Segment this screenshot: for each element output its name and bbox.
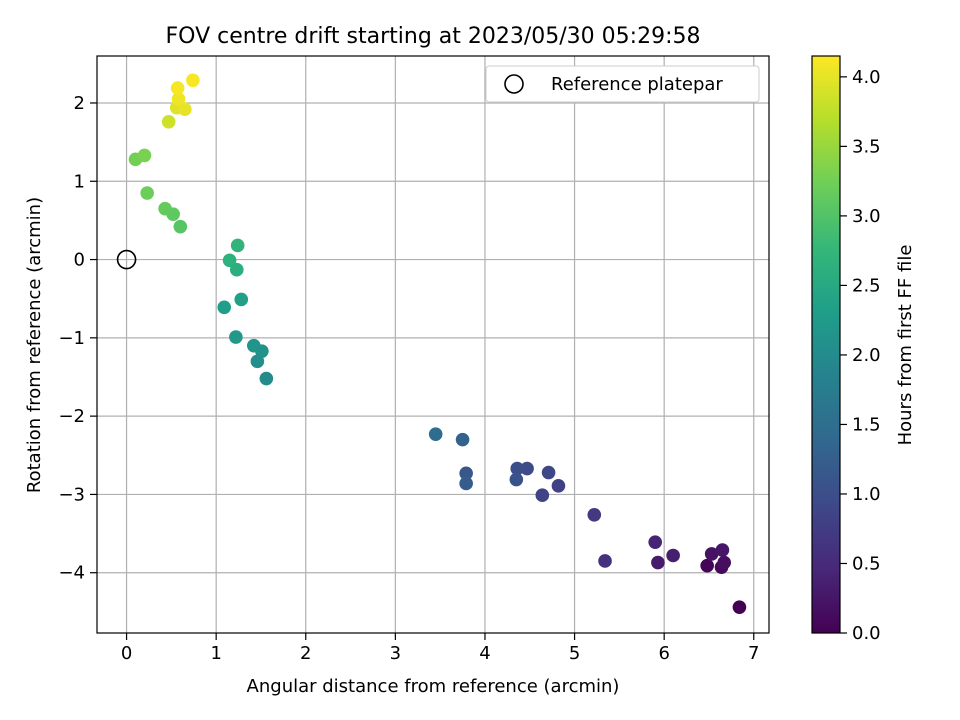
y-tick-label: −4 — [58, 563, 85, 584]
data-point — [186, 73, 200, 88]
data-point — [428, 427, 443, 441]
data-point — [137, 148, 152, 163]
colorbar-tick-label: 4.0 — [852, 67, 881, 88]
y-tick-label: −2 — [58, 406, 85, 427]
data-point — [247, 338, 261, 353]
colorbar-tick-label: 1.5 — [852, 414, 881, 435]
legend-box — [485, 65, 760, 103]
data-point — [229, 330, 243, 344]
colorbar-tick-label: 0.0 — [852, 623, 881, 644]
data-point — [651, 555, 665, 570]
data-point — [173, 219, 188, 234]
colorbar-tick-label: 0.5 — [852, 553, 881, 574]
x-tick-label: 4 — [479, 643, 490, 664]
legend: Reference platepar — [485, 65, 760, 103]
data-point — [230, 238, 245, 253]
data-point — [170, 81, 185, 95]
colorbar-tick-label: 1.0 — [852, 484, 881, 505]
data-point — [217, 300, 232, 315]
data-point — [732, 600, 747, 614]
x-tick-label: 1 — [210, 643, 221, 664]
data-point — [541, 465, 556, 480]
data-point — [171, 92, 186, 106]
data-point — [666, 548, 680, 563]
data-point — [535, 488, 550, 503]
x-tick-label: 7 — [748, 643, 759, 664]
grid-lines — [97, 56, 769, 633]
data-point — [715, 543, 730, 557]
x-axis-label: Angular distance from reference (arcmin) — [247, 676, 620, 697]
data-points — [128, 73, 747, 614]
x-tick-label: 5 — [569, 643, 580, 664]
y-tick-label: 2 — [74, 93, 85, 114]
x-tick-label: 6 — [658, 643, 669, 664]
x-tick-label: 3 — [390, 643, 401, 664]
x-tick-label: 2 — [300, 643, 311, 664]
colorbar: 0.0 0.5 1.0 1.5 2.0 2.5 3.0 3.5 4.0 Hours from f… — [811, 55, 916, 644]
data-point — [700, 558, 714, 573]
colorbar-ticks: 0.0 0.5 1.0 1.5 2.0 2.5 3.0 3.5 4.0 — [840, 67, 881, 644]
y-tick-label: 0 — [74, 250, 85, 271]
x-axis-ticks: 0 1 2 3 4 5 6 7 — [121, 633, 759, 664]
data-point — [520, 461, 534, 476]
data-point — [510, 461, 525, 476]
plot-area-frame — [96, 55, 770, 634]
data-point — [161, 114, 176, 129]
legend-label: Reference platepar — [551, 74, 723, 95]
data-point — [717, 555, 731, 570]
y-tick-label: 1 — [74, 171, 85, 192]
y-tick-label: −1 — [58, 328, 85, 349]
y-tick-label: −3 — [58, 484, 85, 505]
colorbar-tick-label: 3.0 — [852, 206, 881, 227]
data-point — [587, 507, 602, 522]
data-point — [158, 201, 172, 216]
colorbar-tick-label: 2.0 — [852, 345, 881, 366]
data-point — [459, 476, 473, 491]
data-point — [250, 354, 265, 369]
data-point — [459, 466, 473, 481]
data-point — [598, 554, 612, 568]
colorbar-gradient — [811, 55, 841, 634]
reference-platepar-marker — [116, 249, 137, 270]
y-axis-ticks: −4 −3 −2 −1 0 1 2 — [58, 93, 97, 584]
data-point — [222, 253, 237, 268]
colorbar-tick-label: 2.5 — [852, 275, 881, 296]
data-point — [140, 186, 154, 200]
colorbar-tick-label: 3.5 — [852, 136, 881, 157]
data-point — [704, 547, 719, 561]
data-point — [229, 262, 244, 277]
data-point — [455, 432, 470, 447]
data-point — [648, 535, 663, 549]
data-point — [234, 292, 249, 307]
y-axis-label: Rotation from reference (arcmin) — [24, 197, 45, 493]
data-point — [509, 472, 524, 487]
colorbar-label: Hours from first FF file — [895, 245, 916, 446]
data-point — [551, 479, 566, 493]
chart-title: FOV centre drift starting at 2023/05/30 … — [166, 24, 701, 49]
x-tick-label: 0 — [121, 643, 132, 664]
data-point — [259, 371, 274, 386]
data-point — [178, 102, 192, 117]
legend-reference-marker — [504, 74, 524, 94]
